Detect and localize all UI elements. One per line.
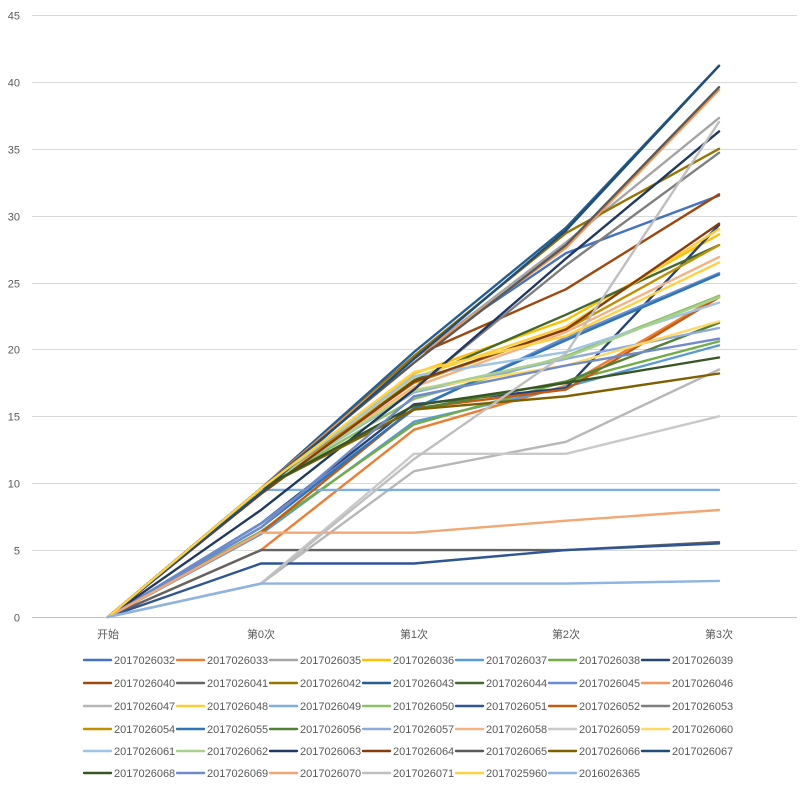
series-line xyxy=(106,294,721,619)
y-tick-label: 15 xyxy=(8,412,20,424)
x-tick-label: 第0次 xyxy=(247,627,275,641)
legend-label: 2017026063 xyxy=(300,746,361,758)
legend-label: 2017026051 xyxy=(486,701,547,713)
gridlines xyxy=(32,15,797,618)
x-tick-label: 开始 xyxy=(97,627,119,641)
series-line xyxy=(106,222,721,619)
legend-label: 2017026055 xyxy=(207,724,268,736)
series-line xyxy=(106,372,721,619)
legend-label: 2017026057 xyxy=(393,724,454,736)
y-tick-label: 25 xyxy=(8,279,20,291)
y-tick-label: 30 xyxy=(8,212,20,224)
series-line xyxy=(106,261,721,619)
legend-label: 2017026040 xyxy=(114,678,175,690)
legend-label: 2016026365 xyxy=(579,768,640,780)
legend-label: 2017026067 xyxy=(672,746,733,758)
legend-label: 2017026035 xyxy=(300,655,361,667)
legend-label: 2017026036 xyxy=(393,655,454,667)
legend: 2017026032 2017026033 2017026035 2017026036… xyxy=(82,655,733,780)
legend-label: 2017026041 xyxy=(207,678,268,690)
y-tick-label: 10 xyxy=(8,479,20,491)
legend-label: 2017026058 xyxy=(486,724,547,736)
series-line xyxy=(106,64,721,619)
legend-label: 2017026062 xyxy=(207,746,268,758)
legend-label: 2017026048 xyxy=(207,701,268,713)
legend-label: 2017026049 xyxy=(300,701,361,713)
legend-label: 2017025960 xyxy=(486,768,547,780)
y-tick-label: 20 xyxy=(8,345,20,357)
series-line xyxy=(106,508,721,619)
x-tick-label: 第2次 xyxy=(552,627,580,641)
legend-label: 2017026045 xyxy=(579,678,640,690)
legend-label: 2017026060 xyxy=(672,724,733,736)
legend-label: 2017026033 xyxy=(207,655,268,667)
legend-label: 2017026050 xyxy=(393,701,454,713)
series-line xyxy=(106,294,721,619)
legend-label: 2017026032 xyxy=(114,655,175,667)
y-tick-label: 45 xyxy=(8,11,20,23)
x-tick-label: 第3次 xyxy=(705,627,733,641)
legend-label: 2017026068 xyxy=(114,768,175,780)
y-tick-label: 35 xyxy=(8,145,20,157)
legend-label: 2017026043 xyxy=(393,678,454,690)
series-line xyxy=(106,64,721,619)
legend-label: 2017026042 xyxy=(300,678,361,690)
legend-label: 2017026046 xyxy=(672,678,733,690)
series-line xyxy=(106,130,721,619)
series-lines xyxy=(106,64,721,619)
series-line xyxy=(106,321,721,619)
legend-label: 2017026064 xyxy=(393,746,454,758)
x-axis-tick-labels: 开始 第0次 第1次 第2次 第3次 xyxy=(97,627,733,641)
legend-label: 2017026070 xyxy=(300,768,361,780)
series-line xyxy=(106,579,721,619)
legend-label: 2017026056 xyxy=(300,724,361,736)
legend-label: 2017026054 xyxy=(114,724,175,736)
legend-label: 2017026069 xyxy=(207,768,268,780)
series-line xyxy=(106,542,721,619)
legend-label: 2017026052 xyxy=(579,701,640,713)
legend-label: 2017026039 xyxy=(672,655,733,667)
legend-label: 2017026038 xyxy=(579,655,640,667)
y-tick-label: 5 xyxy=(14,546,20,558)
y-axis-tick-labels: 0 5 10 15 20 25 30 35 40 45 xyxy=(8,11,20,625)
legend-label: 2017026053 xyxy=(672,701,733,713)
y-tick-label: 0 xyxy=(14,613,20,625)
legend-label: 2017026065 xyxy=(486,746,547,758)
x-tick-label: 第1次 xyxy=(400,627,428,641)
legend-label: 2017026047 xyxy=(114,701,175,713)
y-tick-label: 40 xyxy=(8,78,20,90)
legend-label: 2017026061 xyxy=(114,746,175,758)
legend-label: 2017026071 xyxy=(393,768,454,780)
legend-label: 2017026066 xyxy=(579,746,640,758)
legend-label: 2017026059 xyxy=(579,724,640,736)
legend-label: 2017026037 xyxy=(486,655,547,667)
series-line xyxy=(106,337,721,619)
legend-label: 2017026044 xyxy=(486,678,547,690)
